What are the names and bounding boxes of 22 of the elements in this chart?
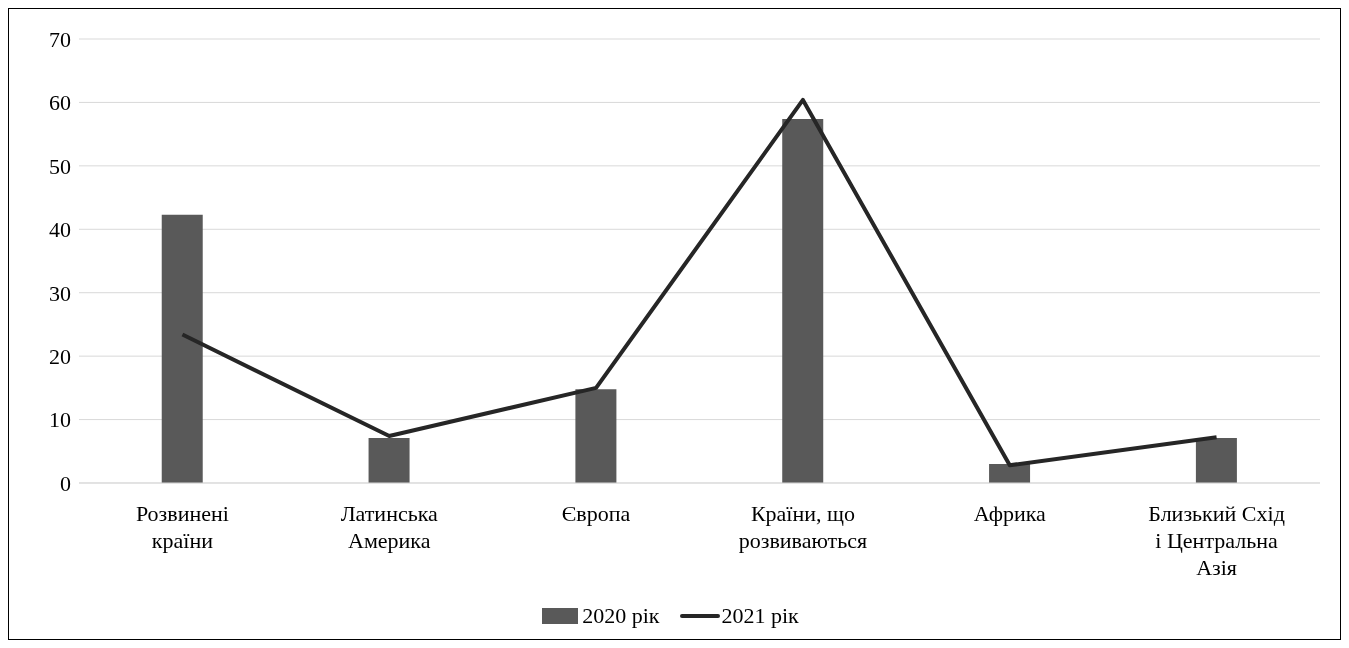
y-tick-label: 50 [49,153,71,179]
x-tick-label: Розвинені країни [135,501,229,553]
bar [575,389,617,483]
y-tick-label: 60 [49,90,71,116]
legend-label: 2021 рік [720,603,799,629]
bar [161,214,203,483]
x-tick-label: Латинська Америка [340,501,439,553]
bar [782,118,824,483]
line-series [180,97,1219,468]
y-tick-label: 40 [49,217,71,243]
y-tick-label: 30 [49,280,71,306]
x-tick-label: Африка [973,501,1047,526]
y-tick-label: 20 [49,343,71,369]
x-tick-label: Європа [561,501,631,526]
y-tick-label: 10 [49,407,71,433]
y-tick-label: 0 [60,470,71,496]
x-tick-label: Країни, що розвиваються [738,501,868,553]
x-tick-label: Близький Схід і Центральна Азія [1148,501,1285,580]
bar [368,437,410,483]
y-tick-label: 70 [49,26,71,52]
bar [1195,437,1237,483]
legend-label: 2020 рік [581,603,660,629]
